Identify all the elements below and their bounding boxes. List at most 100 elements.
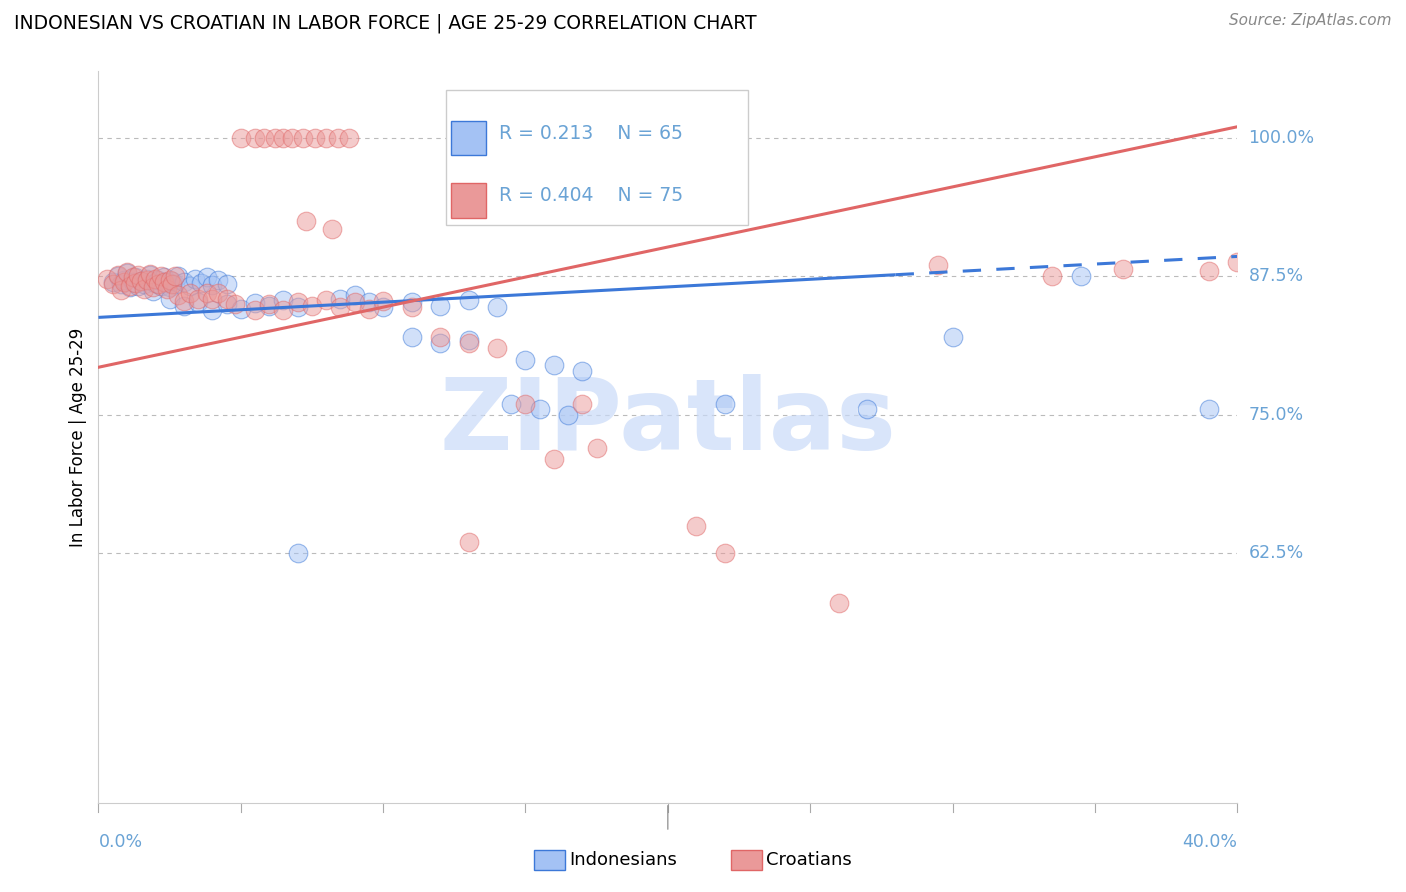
Point: [156, 275, 179, 289]
Point: [148, 277, 170, 292]
Point: [187, 292, 209, 306]
Text: 87.5%: 87.5%: [1249, 268, 1303, 285]
Text: ZIPatlas: ZIPatlas: [440, 374, 896, 471]
Point: [118, 279, 141, 293]
Point: [264, 131, 287, 145]
Point: [315, 131, 337, 145]
Point: [927, 258, 949, 272]
Point: [179, 285, 201, 300]
Text: R = 0.404    N = 75: R = 0.404 N = 75: [499, 186, 683, 205]
FancyBboxPatch shape: [446, 90, 748, 225]
Point: [571, 363, 593, 377]
Point: [714, 397, 737, 411]
Point: [207, 285, 229, 300]
Point: [292, 131, 315, 145]
Point: [373, 301, 395, 315]
Point: [295, 214, 318, 228]
Point: [1226, 255, 1249, 269]
Point: [243, 131, 266, 145]
Point: [281, 131, 304, 145]
Point: [1198, 264, 1220, 278]
Point: [173, 293, 195, 308]
Text: INDONESIAN VS CROATIAN IN LABOR FORCE | AGE 25-29 CORRELATION CHART: INDONESIAN VS CROATIAN IN LABOR FORCE | …: [14, 13, 756, 33]
Point: [201, 292, 224, 306]
Point: [150, 269, 173, 284]
Point: [121, 275, 143, 289]
Point: [543, 358, 565, 372]
Point: [124, 270, 146, 285]
Point: [135, 273, 157, 287]
FancyBboxPatch shape: [451, 184, 485, 218]
Point: [107, 269, 129, 284]
Point: [337, 131, 360, 145]
Point: [714, 546, 737, 560]
Text: 62.5%: 62.5%: [1249, 544, 1303, 563]
Point: [585, 441, 607, 455]
Point: [153, 270, 176, 285]
Point: [457, 293, 479, 307]
Point: [138, 268, 160, 283]
Point: [110, 277, 132, 292]
Text: Croatians: Croatians: [766, 851, 852, 869]
Point: [1112, 261, 1135, 276]
Point: [162, 274, 184, 288]
Point: [112, 275, 135, 289]
Point: [153, 275, 176, 289]
Point: [329, 292, 352, 306]
Point: [224, 297, 246, 311]
Text: Indonesians: Indonesians: [569, 851, 678, 869]
Point: [195, 270, 218, 285]
Point: [229, 301, 252, 316]
Point: [287, 301, 309, 315]
Point: [129, 274, 152, 288]
Point: [343, 288, 366, 302]
Point: [1198, 402, 1220, 417]
Point: [557, 408, 579, 422]
Point: [357, 301, 380, 316]
Point: [115, 265, 138, 279]
Point: [201, 302, 224, 317]
Point: [110, 283, 132, 297]
Point: [1040, 269, 1063, 284]
Point: [229, 131, 252, 145]
Point: [457, 335, 479, 350]
Point: [357, 294, 380, 309]
Point: [515, 397, 537, 411]
Point: [501, 397, 523, 411]
Point: [167, 288, 190, 302]
Point: [215, 292, 238, 306]
Point: [571, 397, 593, 411]
Point: [159, 280, 181, 294]
Point: [243, 296, 266, 310]
Point: [107, 268, 129, 283]
Point: [429, 335, 451, 350]
Point: [401, 294, 423, 309]
Point: [273, 302, 295, 317]
Point: [856, 402, 879, 417]
Point: [321, 221, 343, 235]
FancyBboxPatch shape: [451, 121, 485, 155]
Point: [543, 452, 565, 467]
Point: [132, 282, 155, 296]
Point: [145, 276, 167, 290]
Point: [207, 273, 229, 287]
Point: [115, 266, 138, 280]
Point: [159, 292, 181, 306]
Point: [195, 285, 218, 300]
Point: [96, 271, 118, 285]
Text: R = 0.213    N = 65: R = 0.213 N = 65: [499, 124, 683, 144]
Point: [215, 277, 238, 292]
Point: [135, 271, 157, 285]
Point: [828, 596, 851, 610]
Point: [138, 267, 160, 281]
Point: [259, 297, 281, 311]
Point: [215, 297, 238, 311]
Point: [141, 284, 163, 298]
Point: [112, 273, 135, 287]
Point: [685, 518, 707, 533]
Point: [141, 280, 163, 294]
Point: [201, 278, 224, 293]
Point: [124, 276, 146, 290]
Point: [165, 269, 187, 284]
Point: [301, 299, 323, 313]
